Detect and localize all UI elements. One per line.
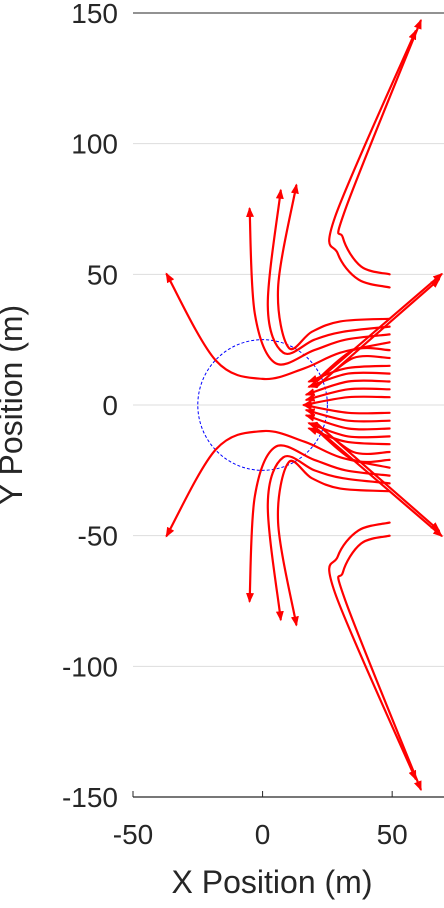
trajectory-line	[246, 444, 391, 603]
trajectory-line	[266, 188, 391, 356]
trajectory-line	[304, 387, 391, 402]
y-tick-label: -50	[78, 521, 118, 552]
trajectory-line	[307, 427, 391, 446]
grid	[133, 12, 444, 798]
trajectory-line	[276, 183, 391, 351]
threat-circle	[197, 339, 328, 471]
trajectory-line	[315, 422, 441, 532]
x-tick-label: -50	[113, 819, 153, 850]
trajectory-line	[307, 422, 391, 439]
tick-labels: -150 -100 -50 0 50 100 150 -50 0 50	[62, 0, 408, 850]
trajectory-line	[307, 364, 391, 383]
y-tick-label: 50	[87, 259, 118, 290]
trajectory-line	[304, 408, 391, 423]
trajectory-line	[165, 272, 391, 381]
trajectory-line	[304, 413, 391, 431]
trajectory-line	[165, 429, 391, 538]
x-tick-label: 50	[377, 819, 408, 850]
boundary-circle	[197, 339, 328, 471]
x-tick-label: 0	[255, 819, 271, 850]
y-tick-label: 100	[71, 129, 118, 160]
y-axis-label: Y Position (m)	[0, 305, 29, 505]
trajectory-line	[246, 207, 391, 366]
trajectory-line	[266, 454, 391, 622]
trajectory-line	[302, 402, 391, 415]
trajectory-line	[307, 371, 391, 388]
trajectory-line	[337, 534, 422, 792]
trajectory-line	[315, 427, 443, 538]
y-tick-label: 150	[71, 0, 118, 29]
y-tick-label: -150	[62, 782, 118, 813]
trajectory-line	[302, 395, 391, 408]
axes	[132, 12, 444, 798]
trajectory-line	[337, 18, 422, 276]
y-tick-label: -100	[62, 651, 118, 682]
trajectory-series	[165, 18, 443, 792]
y-tick-label: 0	[102, 390, 118, 421]
trajectory-line	[328, 521, 417, 781]
x-axis-label: X Position (m)	[172, 864, 373, 900]
trajectory-line	[304, 379, 391, 397]
trajectory-line	[328, 29, 417, 289]
trajectory-line	[276, 459, 391, 627]
